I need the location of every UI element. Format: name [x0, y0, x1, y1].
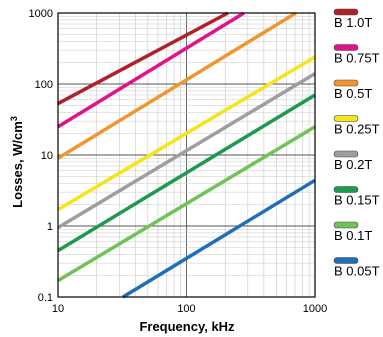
series-line: [57, 125, 316, 283]
series-line: [57, 11, 245, 129]
y-tick-label: 10: [41, 150, 53, 162]
series-line: [57, 11, 297, 160]
grid: [57, 13, 315, 298]
series-line: [57, 55, 316, 212]
legend-swatch: [333, 221, 359, 229]
series-line: [57, 72, 316, 230]
legend: B 1.0T B 0.75T B 0.5T B 0.25T B 0.2T B 0.15T B…: [333, 8, 380, 279]
y-axis-label-superscript: 3: [9, 116, 19, 121]
legend-label: B 0.1T: [334, 228, 372, 243]
legend-swatch: [333, 44, 359, 51]
y-axis-label: Losses, W/cm3: [9, 116, 25, 208]
legend-swatch: [333, 186, 359, 193]
series-line: [57, 11, 229, 106]
legend-swatch: [333, 8, 359, 16]
plot-frame: [57, 12, 316, 298]
y-tick-label: 1: [47, 221, 53, 233]
x-tick-label: 100: [177, 303, 195, 315]
series-line: [122, 178, 316, 299]
legend-label: B 1.0T: [334, 15, 372, 30]
legend-label: B 0.2T: [334, 157, 372, 172]
y-tick-label: 0.1: [38, 292, 53, 304]
series-lines: [57, 11, 316, 299]
x-tick-label: 1000: [303, 303, 327, 315]
series-line: [57, 93, 316, 253]
x-tick-label: 10: [52, 303, 64, 315]
legend-swatch: [333, 115, 359, 122]
y-tick-label: 100: [35, 79, 53, 91]
legend-swatch: [333, 79, 359, 87]
legend-label: B 0.05T: [334, 264, 380, 279]
tick-labels: 10 100 1000 0.1 1 10 100 1000: [29, 8, 328, 315]
legend-label: B 0.25T: [334, 122, 380, 137]
legend-label: B 0.75T: [334, 51, 380, 66]
legend-swatch: [333, 150, 359, 158]
legend-label: B 0.15T: [334, 193, 380, 208]
legend-swatch: [333, 257, 359, 264]
y-axis-label-text: Losses, W/cm: [10, 121, 25, 208]
legend-label: B 0.5T: [334, 86, 372, 101]
y-tick-label: 1000: [29, 8, 53, 20]
x-axis-label: Frequency, kHz: [139, 319, 235, 334]
